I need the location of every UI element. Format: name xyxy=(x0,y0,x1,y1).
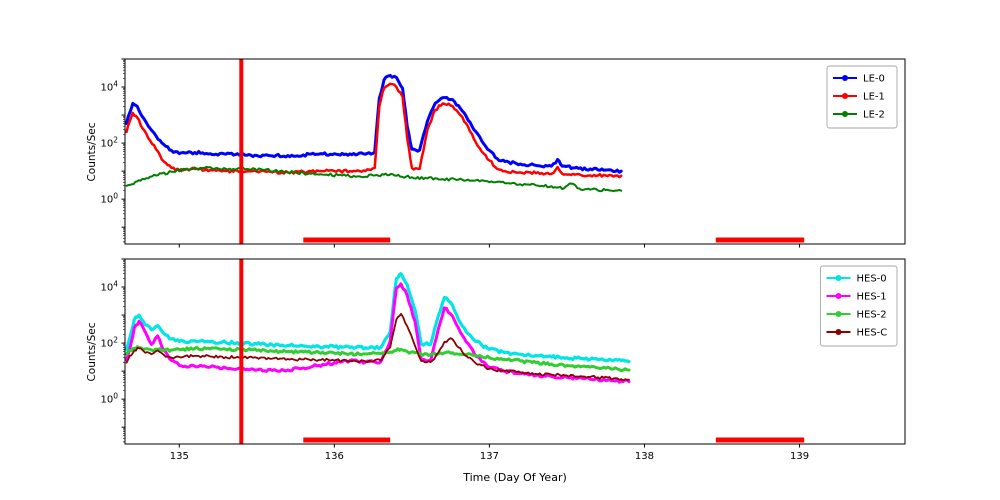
legend-label: LE-1 xyxy=(863,92,885,103)
legend-marker xyxy=(842,93,848,99)
y-tick-label: 100 xyxy=(100,192,118,206)
series-LE-2 xyxy=(125,165,623,193)
x-tick-label: 137 xyxy=(480,451,499,462)
legend: LE-0 LE-1 LE-2 xyxy=(826,65,898,129)
legend-label: HES-0 xyxy=(857,274,887,285)
series-LE-0 xyxy=(125,73,623,174)
legend-label: LE-0 xyxy=(863,74,885,85)
y-axis-label-top: Counts/Sec xyxy=(86,122,98,181)
legend-marker xyxy=(842,111,848,117)
y-tick-label: 102 xyxy=(100,136,118,150)
legend-marker xyxy=(835,311,842,317)
panel-0: 100 102 104 LE-0 LE-1 LE-2 xyxy=(100,58,906,248)
series-HES-2 xyxy=(125,345,631,373)
series-group xyxy=(125,272,631,384)
legend-marker xyxy=(835,329,842,335)
legend-marker xyxy=(842,75,848,81)
series-HES-1 xyxy=(125,282,631,384)
legend-label: LE-2 xyxy=(863,110,885,121)
x-axis-label: Time (Day Of Year) xyxy=(462,471,567,484)
x-tick-label: 136 xyxy=(325,451,344,462)
x-tick-label: 138 xyxy=(635,451,654,462)
legend-marker xyxy=(835,293,842,299)
y-axis-label-bottom: Counts/Sec xyxy=(86,322,98,381)
legend-marker xyxy=(835,275,842,281)
legend-label: HES-C xyxy=(857,328,888,339)
series-LE-1 xyxy=(125,82,623,179)
x-tick-label: 135 xyxy=(170,451,189,462)
y-tick-label: 100 xyxy=(100,392,118,406)
legend-label: HES-1 xyxy=(857,292,887,303)
series-HES-0 xyxy=(125,272,631,364)
series-HES-C xyxy=(125,313,630,382)
legend: HES-0 HES-1 HES-2 HES-C xyxy=(820,265,898,347)
y-tick-label: 104 xyxy=(100,280,118,294)
legend-box xyxy=(820,265,898,347)
legend-label: HES-2 xyxy=(857,310,887,321)
y-tick-label: 102 xyxy=(100,336,118,350)
x-tick-label: 139 xyxy=(790,451,809,462)
series-group xyxy=(125,73,623,193)
y-tick-label: 104 xyxy=(100,80,118,94)
